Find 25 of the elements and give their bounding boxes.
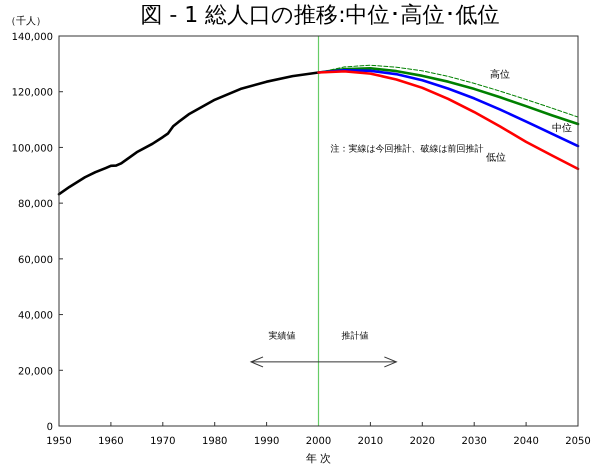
x-tick-label: 2030 bbox=[461, 436, 487, 447]
y-axis-title: （千人） bbox=[6, 15, 46, 27]
y-tick-label: 20,000 bbox=[18, 366, 53, 378]
y-tick-label: 100,000 bbox=[12, 143, 53, 154]
annotation: 実績値 bbox=[268, 330, 296, 342]
x-tick-label: 2000 bbox=[306, 436, 332, 447]
y-tick-label: 60,000 bbox=[18, 254, 53, 266]
x-tick-label: 1990 bbox=[254, 436, 280, 447]
x-tick-label: 2040 bbox=[513, 436, 539, 447]
x-tick-label: 2010 bbox=[358, 436, 384, 447]
y-tick-label: 120,000 bbox=[12, 88, 53, 99]
chart-title: 図 - 1 総人口の推移:中位･高位･低位 bbox=[140, 3, 500, 28]
x-tick-label: 1980 bbox=[202, 436, 228, 447]
annotation: 推計値 bbox=[341, 330, 368, 342]
annotation: 注：実線は今回推計、破線は前回推計 bbox=[330, 143, 484, 154]
x-tick-label: 2020 bbox=[410, 436, 436, 447]
x-tick-label: 1970 bbox=[150, 436, 176, 447]
x-tick-label: 1950 bbox=[46, 436, 72, 447]
y-tick-label: 80,000 bbox=[18, 199, 53, 210]
x-tick-label: 2050 bbox=[565, 436, 591, 447]
x-axis-title: 年 次 bbox=[306, 452, 332, 465]
x-tick-label: 1960 bbox=[98, 436, 124, 447]
y-tick-label: 40,000 bbox=[18, 310, 53, 322]
y-tick-label: 140,000 bbox=[12, 32, 53, 43]
y-tick-label: 0 bbox=[46, 422, 53, 433]
